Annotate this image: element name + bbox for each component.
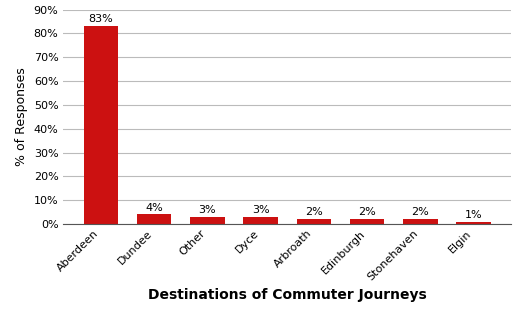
Text: 83%: 83% (89, 14, 113, 24)
Bar (137, 214, 171, 224)
Bar (190, 217, 225, 224)
X-axis label: Destinations of Commuter Journeys: Destinations of Commuter Journeys (148, 288, 426, 302)
Bar (243, 217, 278, 224)
Text: 2%: 2% (412, 207, 429, 217)
Bar (403, 219, 437, 224)
Text: 2%: 2% (305, 207, 323, 217)
Text: 4%: 4% (145, 203, 163, 212)
Text: 2%: 2% (358, 207, 376, 217)
Text: 1%: 1% (465, 210, 482, 220)
Y-axis label: % of Responses: % of Responses (15, 68, 28, 166)
Text: 3%: 3% (199, 205, 216, 215)
Bar (84, 26, 118, 224)
Bar (456, 222, 491, 224)
Bar (297, 219, 331, 224)
Bar (350, 219, 384, 224)
Text: 3%: 3% (252, 205, 269, 215)
